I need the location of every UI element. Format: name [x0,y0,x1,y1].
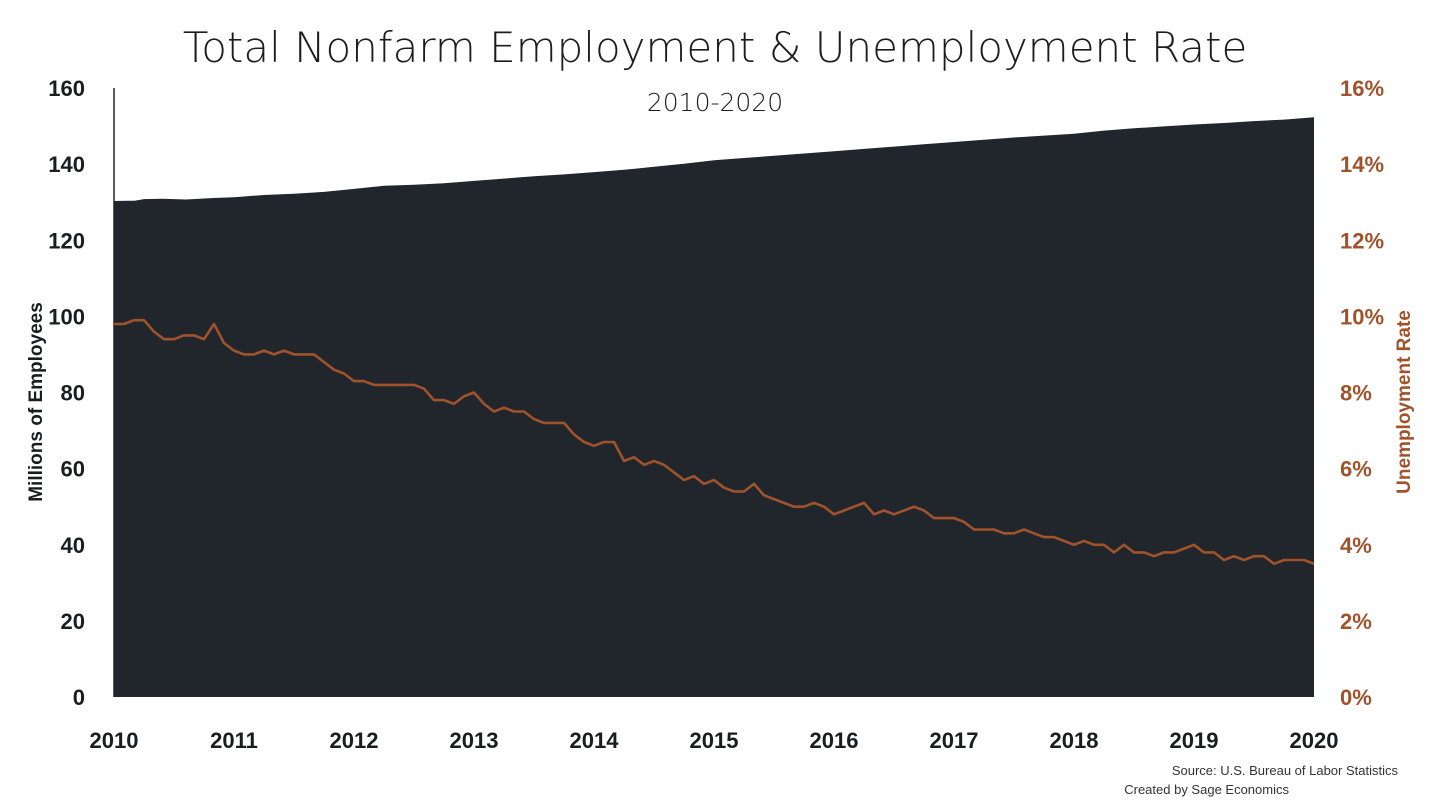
right-tick-label: 8% [1340,381,1372,406]
right-tick-label: 4% [1340,533,1372,558]
x-tick-label: 2018 [1050,728,1099,753]
left-tick-label: 60 [61,457,85,482]
right-tick-label: 16% [1340,76,1384,101]
source-line: Source: U.S. Bureau of Labor Statistics [1172,763,1399,778]
right-tick-label: 6% [1340,457,1372,482]
chart-title: Total Nonfarm Employment & Unemployment … [183,23,1248,72]
left-tick-label: 40 [61,533,85,558]
right-axis-label: Unemployment Rate [1394,310,1415,494]
x-tick-label: 2019 [1170,728,1219,753]
chart-subtitle: 2010-2020 [647,88,783,117]
right-tick-label: 14% [1340,152,1384,177]
left-tick-label: 140 [48,152,85,177]
right-tick-label: 10% [1340,304,1384,329]
credit-line: Created by Sage Economics [1124,782,1289,797]
employment-area [114,117,1314,698]
x-tick-label: 2015 [690,728,739,753]
x-tick-label: 2011 [210,728,258,753]
left-tick-label: 20 [61,609,85,634]
x-tick-label: 2020 [1290,728,1339,753]
left-axis-ticks: 0 20 40 60 80 100 120 140 160 [48,76,85,710]
x-axis-ticks: 2010 2011 2012 2013 2014 2015 2016 2017 2018 2019… [90,728,1339,753]
left-tick-label: 160 [48,76,85,101]
left-axis-label: Millions of Employees [26,302,47,502]
left-tick-label: 0 [73,685,85,710]
x-tick-label: 2013 [450,728,499,753]
right-tick-label: 0% [1340,685,1372,710]
right-tick-label: 2% [1340,609,1372,634]
x-tick-label: 2014 [570,728,620,753]
x-tick-label: 2017 [930,728,979,753]
right-tick-label: 12% [1340,228,1384,253]
x-tick-label: 2016 [810,728,859,753]
x-tick-label: 2010 [90,728,139,753]
x-tick-label: 2012 [330,728,379,753]
left-tick-label: 120 [48,228,85,253]
right-axis-ticks: 0% 2% 4% 6% 8% 10% 12% 14% 16% [1340,76,1384,710]
left-tick-label: 80 [61,381,85,406]
unemployment-rate-line [114,318,1315,566]
left-tick-label: 100 [48,304,85,329]
